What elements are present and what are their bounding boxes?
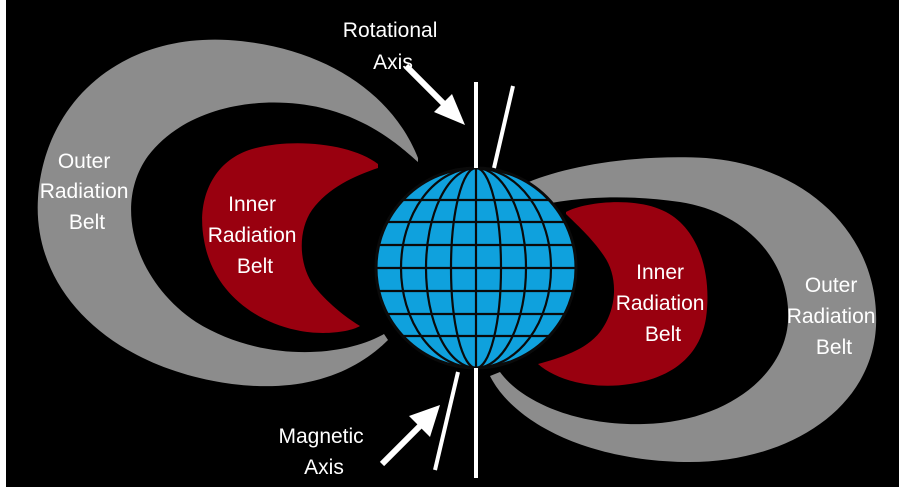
outer-belt-right-label: Outer Radiation Belt (787, 274, 882, 359)
rotational-axis-arrow (403, 63, 465, 125)
outer-belt-left-label: Outer Radiation Belt (40, 150, 135, 234)
magnetic-axis-arrow (379, 405, 440, 467)
magnetic-axis-label: Magnetic Axis (278, 425, 369, 479)
inner-belt-left (202, 143, 378, 333)
magnetic-axis (433, 85, 515, 471)
inner-belt-right-label: Inner Radiation Belt (616, 261, 711, 346)
inner-belt-left-label: Inner Radiation Belt (208, 193, 303, 278)
rotational-axis-label: Rotational Axis (343, 19, 443, 74)
outer-belt-left (37, 39, 418, 387)
outer-belt-right (490, 157, 877, 463)
earth-globe (374, 166, 578, 370)
inner-belt-right (538, 202, 708, 386)
